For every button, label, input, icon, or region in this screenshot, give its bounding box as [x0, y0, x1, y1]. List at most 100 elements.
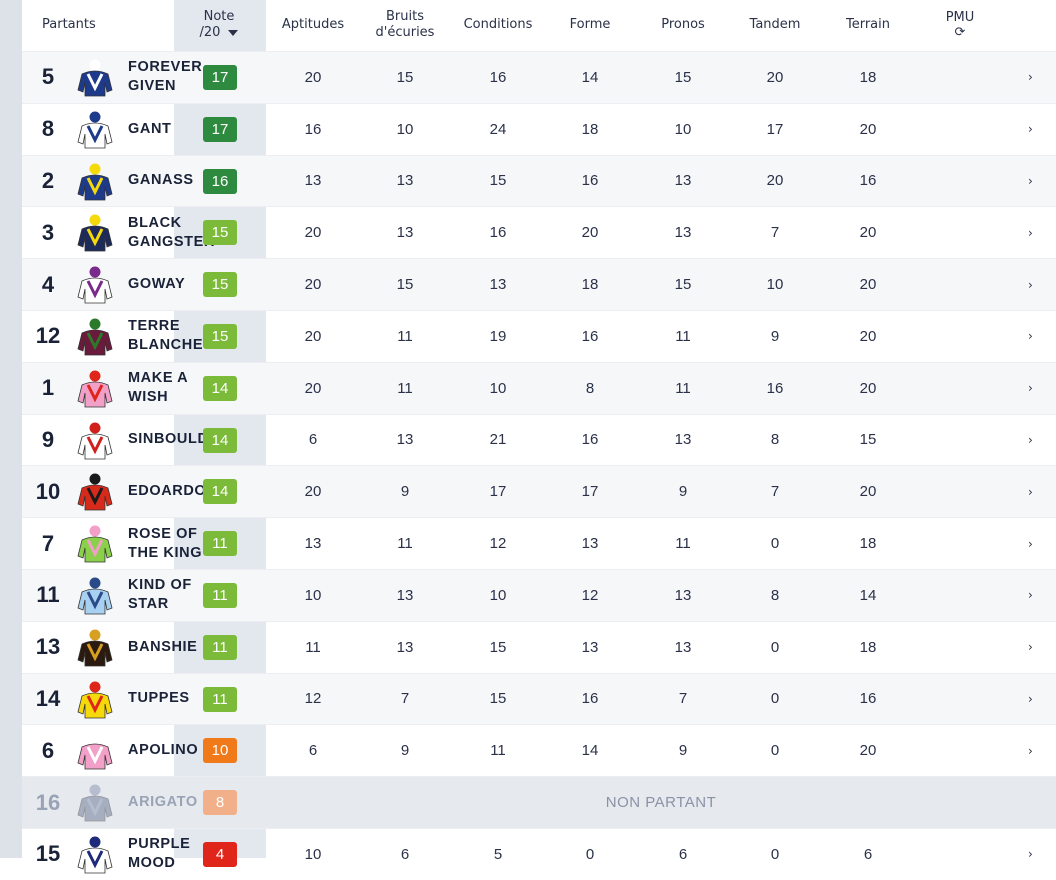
chevron-right-icon[interactable]: › — [1028, 381, 1033, 396]
table-row[interactable]: 10 EDOARDO 14 20 9 17 17 9 7 20 › — [22, 465, 1056, 518]
chevron-right-icon[interactable]: › — [1028, 847, 1033, 862]
chevron-right-icon[interactable]: › — [1028, 588, 1033, 603]
table-row[interactable]: 15 PURPLE MOOD 4 10 6 5 0 6 0 6 › — [22, 827, 1056, 880]
stat-terrain: 18 — [859, 535, 877, 553]
horse-name[interactable]: TUPPES — [128, 690, 190, 707]
header-pronos[interactable]: Pronos — [661, 17, 705, 32]
horse-name[interactable]: KIND OF STAR — [128, 577, 192, 613]
chevron-right-icon[interactable]: › — [1028, 173, 1033, 188]
table-row[interactable]: 12 TERRE BLANCHE 15 20 11 19 16 11 9 20 › — [22, 309, 1056, 362]
stat-bruits: 13 — [396, 224, 414, 242]
stat-forme: 0 — [585, 845, 595, 863]
horse-name[interactable]: FOREVER GIVEN — [128, 59, 203, 95]
stat-aptitudes: 20 — [304, 68, 322, 86]
horse-name[interactable]: GOWAY — [128, 276, 186, 293]
header-terrain[interactable]: Terrain — [845, 17, 890, 32]
chevron-right-icon[interactable]: › — [1028, 70, 1033, 85]
horse-name[interactable]: GANT — [128, 120, 172, 137]
chevron-right-icon[interactable]: › — [1028, 743, 1033, 758]
table-row[interactable]: 5 FOREVER GIVEN 17 20 15 16 14 15 20 18 › — [22, 51, 1056, 103]
runner-number: 5 — [41, 64, 55, 90]
header-note-label: Note — [203, 9, 235, 24]
chevron-right-icon[interactable]: › — [1028, 484, 1033, 499]
header-bruits-line2: d'écuries — [375, 25, 435, 40]
stat-aptitudes: 20 — [304, 224, 322, 242]
table-row[interactable]: 13 BANSHIE 11 11 13 15 13 13 0 18 › — [22, 620, 1056, 673]
header-note[interactable]: Note /20 — [184, 0, 254, 50]
stat-forme: 14 — [581, 68, 599, 86]
chevron-right-icon[interactable]: › — [1028, 122, 1033, 137]
table-row[interactable]: 7 ROSE OF THE KING 11 13 11 12 13 11 0 18 › — [22, 517, 1056, 569]
jockey-silk-icon — [77, 525, 113, 563]
table-row[interactable]: 14 TUPPES 11 12 7 15 16 7 0 16 › — [22, 672, 1056, 725]
jockey-silk-icon — [77, 836, 113, 874]
table-row[interactable]: 9 SINBOULD 14 6 13 21 16 13 8 15 › — [22, 413, 1056, 466]
jockey-silk-icon — [77, 422, 113, 459]
stat-terrain: 20 — [859, 224, 877, 242]
horse-name[interactable]: APOLINO — [128, 742, 199, 759]
note-badge: 14 — [203, 427, 237, 453]
table-row[interactable]: 4 GOWAY 15 20 15 13 18 15 10 20 › — [22, 258, 1056, 310]
horse-name[interactable]: ARIGATO — [128, 794, 198, 811]
horse-name[interactable]: ROSE OF THE KING — [128, 525, 203, 561]
table-row[interactable]: 6 APOLINO 10 6 9 11 14 9 0 20 › — [22, 724, 1056, 776]
note-badge: 17 — [203, 65, 237, 90]
chevron-right-icon[interactable]: › — [1028, 691, 1033, 706]
horse-name[interactable]: SINBOULD — [128, 431, 209, 448]
chevron-right-icon[interactable]: › — [1028, 329, 1033, 344]
stat-forme: 18 — [581, 120, 599, 138]
header-bruits[interactable]: Bruits d'écuries — [365, 0, 445, 50]
stat-pronos: 13 — [674, 172, 692, 190]
horse-name[interactable]: PURPLE MOOD — [128, 836, 191, 872]
stat-terrain: 16 — [859, 690, 877, 708]
header-conditions[interactable]: Conditions — [463, 17, 533, 32]
note-badge: 14 — [203, 375, 237, 401]
note-badge: 8 — [203, 790, 237, 816]
header-tandem[interactable]: Tandem — [749, 17, 801, 32]
stat-tandem: 7 — [770, 224, 780, 242]
chevron-right-icon[interactable]: › — [1028, 432, 1033, 447]
chevron-right-icon[interactable]: › — [1028, 640, 1033, 655]
horse-name[interactable]: EDOARDO — [128, 483, 207, 500]
runner-number: 9 — [41, 426, 55, 452]
jockey-silk-icon — [77, 732, 113, 770]
table-row[interactable]: 11 KIND OF STAR 11 10 13 10 12 13 8 14 › — [22, 568, 1056, 621]
stat-aptitudes: 6 — [308, 742, 318, 760]
header-forme[interactable]: Forme — [569, 17, 611, 32]
runner-number: 16 — [35, 789, 61, 815]
jockey-silk-icon — [77, 370, 113, 408]
table-row[interactable]: 3 BLACK GANGSTER 15 20 13 16 20 13 7 20 › — [22, 206, 1056, 258]
table-row[interactable]: 1 MAKE A WISH 14 20 11 10 8 11 16 20 › — [22, 361, 1056, 414]
horse-name[interactable]: TERRE BLANCHE — [128, 318, 204, 354]
left-gutter — [0, 0, 22, 858]
stat-pronos: 11 — [675, 327, 691, 345]
chevron-right-icon[interactable]: › — [1028, 277, 1033, 292]
header-pmu[interactable]: PMU ⟳ — [920, 0, 1000, 50]
horse-name[interactable]: BLACK GANGSTER — [128, 214, 215, 250]
horse-name[interactable]: MAKE A WISH — [128, 370, 188, 406]
table-row[interactable]: 16 ARIGATO 8 NON PARTANT — [22, 776, 1056, 828]
runner-number: 12 — [35, 323, 61, 349]
stat-pronos: 13 — [674, 431, 692, 449]
stat-bruits: 10 — [396, 120, 414, 138]
runner-number: 3 — [41, 219, 55, 245]
stat-forme: 18 — [581, 276, 599, 294]
header-aptitudes[interactable]: Aptitudes — [281, 17, 345, 32]
stat-conditions: 15 — [489, 690, 507, 708]
chevron-right-icon[interactable]: › — [1028, 536, 1033, 551]
horse-name[interactable]: GANASS — [128, 172, 194, 189]
table-row[interactable]: 8 GANT 17 16 10 24 18 10 17 20 › — [22, 102, 1056, 155]
horse-name[interactable]: BANSHIE — [128, 638, 198, 655]
refresh-icon[interactable]: ⟳ — [954, 25, 966, 40]
header-partants[interactable]: Partants — [42, 17, 96, 32]
table-row[interactable]: 2 GANASS 16 13 13 15 16 13 20 16 › — [22, 154, 1056, 207]
stat-terrain: 20 — [859, 327, 877, 345]
chevron-right-icon[interactable]: › — [1028, 225, 1033, 240]
runner-number: 4 — [41, 271, 55, 297]
note-badge: 15 — [203, 220, 237, 246]
stat-aptitudes: 12 — [304, 690, 322, 708]
stat-tandem: 0 — [770, 690, 780, 708]
stat-conditions: 13 — [489, 276, 507, 294]
stat-bruits: 6 — [400, 845, 410, 863]
note-badge: 4 — [203, 841, 237, 867]
